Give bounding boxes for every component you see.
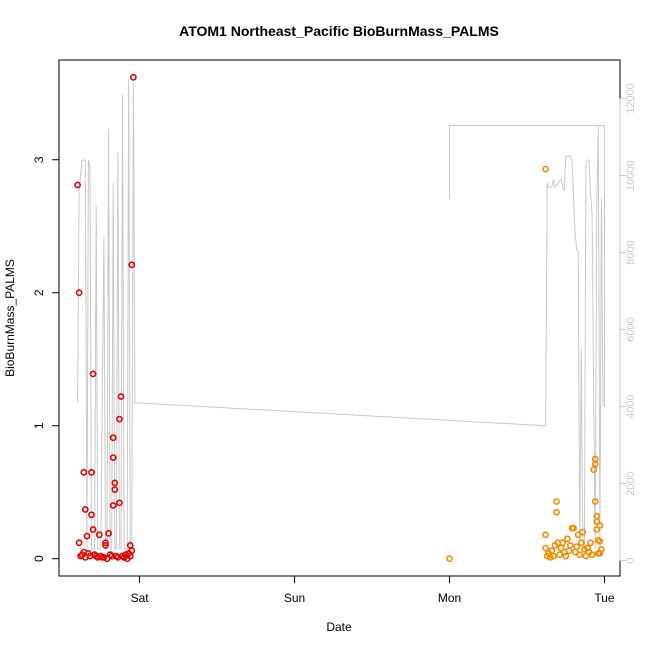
y2-tick-label: 4000 (625, 394, 637, 418)
data-point (553, 508, 560, 516)
x-tick-label: Tue (594, 591, 615, 605)
data-point (75, 539, 83, 547)
data-point (111, 486, 119, 493)
data-point (116, 499, 123, 507)
data-point (596, 538, 604, 545)
data-point (109, 502, 117, 509)
y2-tick-label: 0 (625, 558, 637, 564)
data-point (88, 511, 95, 519)
data-point (570, 524, 577, 532)
data-point (542, 531, 549, 539)
data-point (593, 512, 601, 520)
data-point (117, 393, 125, 400)
y2-tick-label: 8000 (625, 240, 637, 264)
data-point (128, 261, 136, 269)
data-point (579, 528, 587, 536)
y-tick-label: 2 (32, 289, 46, 296)
data-point (81, 506, 89, 513)
data-point (562, 552, 570, 560)
data-point (548, 547, 556, 555)
y2-tick-label: 10000 (625, 160, 637, 191)
data-point (559, 539, 567, 547)
x-tick-label: Sun (284, 591, 305, 605)
y-tick-label: 3 (32, 156, 46, 163)
data-point (83, 532, 91, 540)
data-point (74, 181, 81, 189)
data-point (591, 455, 599, 463)
data-point (550, 552, 557, 560)
data-point (542, 165, 549, 173)
data-point (587, 539, 594, 547)
data-point (582, 552, 590, 560)
x-tick-label: Sat (131, 591, 150, 605)
y2-tick-label: 12000 (625, 83, 637, 114)
data-point (116, 415, 123, 423)
data-point (102, 539, 109, 547)
data-point (588, 551, 596, 559)
data-point (596, 522, 604, 529)
data-point (89, 370, 97, 378)
data-point (109, 434, 117, 442)
x-tick-label: Mon (438, 591, 461, 605)
data-point (591, 498, 599, 505)
data-point (89, 526, 97, 533)
data-point (577, 539, 585, 547)
data-point (109, 454, 117, 461)
y2-tick-label: 6000 (625, 317, 637, 341)
data-point (553, 498, 560, 505)
data-point (102, 542, 109, 549)
y2-axis: 0 2000 4000 6000 8000 10000 12000 (619, 83, 637, 564)
plot-frame (58, 59, 621, 577)
data-point (542, 544, 549, 552)
chart-title: ATOM1 Northeast_Pacific BioBurnMass_PALM… (179, 23, 499, 39)
data-point (567, 542, 574, 549)
data-point (128, 547, 136, 555)
x-axis: Sat Sun Mon Tue (131, 575, 615, 605)
data-point (565, 547, 573, 555)
data-point (95, 531, 103, 539)
data-point (80, 468, 88, 476)
y-tick-label: 0 (32, 555, 46, 562)
data-point (75, 289, 83, 297)
points-layer (74, 73, 605, 563)
data-point (111, 479, 119, 487)
altitude-line-segment (449, 125, 605, 407)
y2-tick-label: 2000 (625, 471, 637, 495)
data-point (598, 546, 605, 553)
altitude-line-layer (77, 79, 605, 550)
altitude-line (77, 79, 604, 550)
data-point (129, 73, 137, 81)
x-axis-label: Date (326, 620, 352, 634)
data-point (446, 555, 453, 563)
data-point (563, 535, 571, 543)
data-point (105, 530, 112, 537)
y-axis: 0 1 2 3 (32, 156, 60, 562)
data-point (576, 551, 584, 559)
data-point (593, 526, 601, 533)
data-point (88, 468, 95, 476)
data-point (590, 466, 598, 473)
data-point (573, 543, 580, 551)
y-axis-label: BioBurnMass_PALMS (3, 259, 17, 377)
y-tick-label: 1 (32, 422, 46, 429)
